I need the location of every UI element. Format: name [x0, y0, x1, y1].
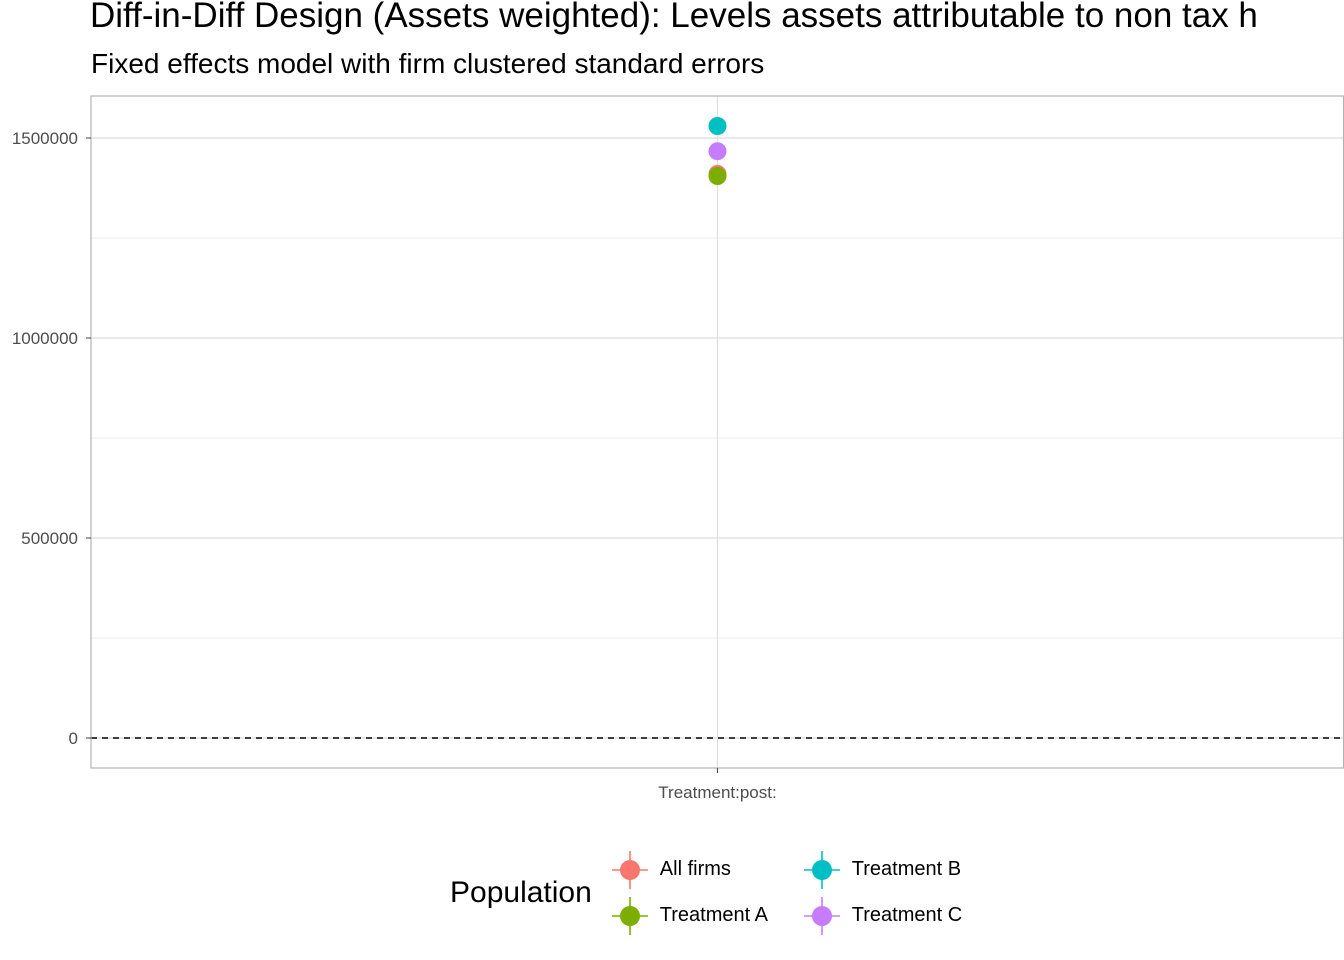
- y-tick-label: 1500000: [12, 129, 78, 148]
- legend-label: Treatment C: [851, 904, 963, 926]
- data-point: [708, 142, 727, 161]
- legend-label: Treatment A: [659, 904, 768, 926]
- y-tick-label: 1000000: [12, 329, 78, 348]
- chart-subtitle: Fixed effects model with firm clustered …: [91, 48, 765, 79]
- legend-key-treatment-a: [611, 896, 648, 935]
- legend-label: All firms: [659, 858, 731, 880]
- y-tick-label: 0: [69, 729, 78, 748]
- x-tick-label: Treatment:post:: [658, 783, 776, 802]
- legend-key-point: [811, 859, 832, 880]
- data-point: [708, 117, 727, 135]
- legend-key-treatment-c: [803, 896, 840, 935]
- legend-item-all-firms: All firms: [602, 847, 794, 893]
- legend-key-all-firms: [611, 850, 648, 889]
- legend-item-treatment-c: Treatment C: [794, 893, 986, 939]
- legend-label: Treatment B: [851, 858, 962, 880]
- legend-key-treatment-b: [803, 850, 840, 889]
- legend-key-point: [619, 859, 640, 880]
- legend-item-treatment-a: Treatment A: [602, 893, 794, 939]
- legend-grid: All firms Treatment B Treatment A Treatm…: [602, 847, 986, 939]
- legend-item-treatment-b: Treatment B: [794, 847, 986, 893]
- legend-title: Population: [450, 875, 592, 909]
- chart-title: Diff-in-Diff Design (Assets weighted): L…: [90, 0, 1258, 35]
- y-tick-label: 500000: [21, 529, 78, 548]
- data-point: [708, 167, 727, 185]
- legend-key-point: [619, 905, 640, 926]
- legend-key-point: [811, 905, 832, 926]
- legend: Population All firms Treatment B Treatme…: [450, 845, 986, 940]
